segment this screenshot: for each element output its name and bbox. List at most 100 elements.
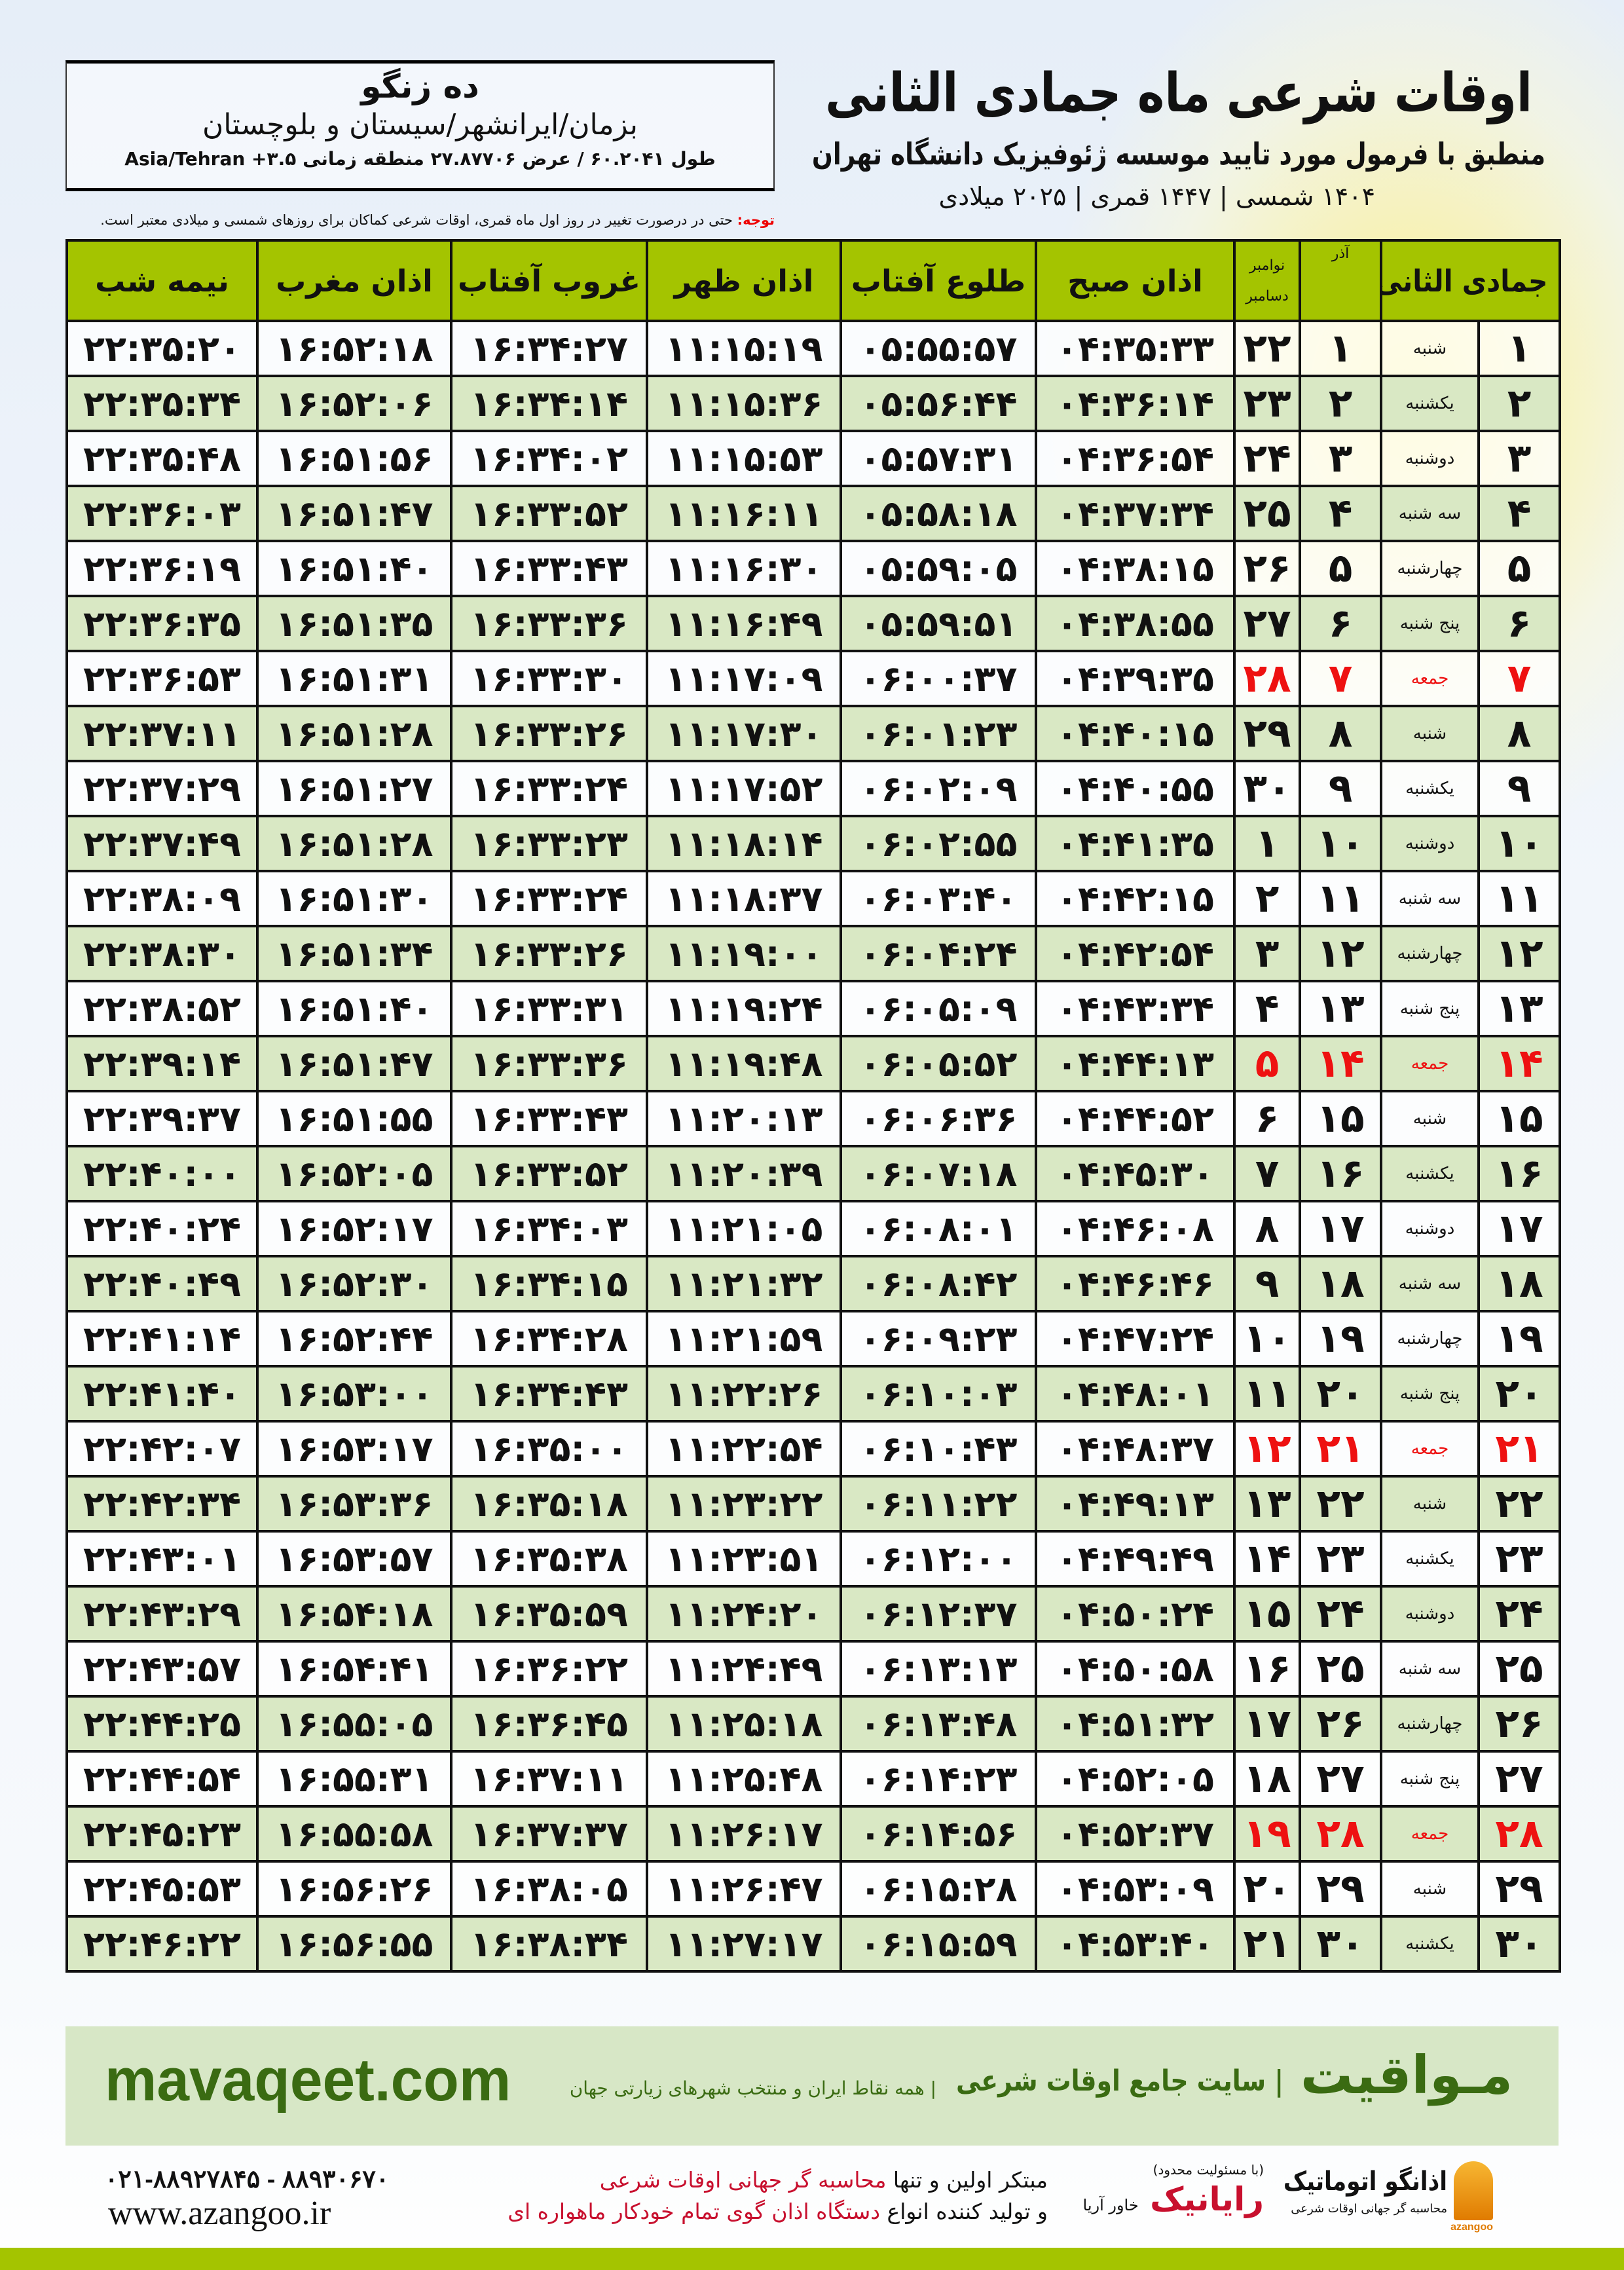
brand-logo-text: مـواقیت [1300, 2045, 1513, 2106]
cell-azar-day: ۱۲ [1299, 925, 1382, 982]
cell-zohr: ۱۱:۱۹:۰۰ [646, 925, 842, 982]
azangoo-url[interactable]: www.azangoo.ir [108, 2195, 331, 2232]
cell-gregorian-day: ۲۷ [1233, 595, 1301, 652]
cell-tolu: ۰۶:۰۷:۱۸ [840, 1145, 1037, 1202]
cell-maghreb: ۱۶:۵۱:۳۵ [256, 595, 452, 652]
cell-hijri-day: ۲۸ [1477, 1805, 1562, 1863]
cell-tolu: ۰۶:۱۳:۱۳ [840, 1640, 1037, 1698]
cell-hijri-day: ۲۳ [1477, 1530, 1562, 1588]
cell-hijri-day: ۳ [1477, 430, 1562, 487]
cell-nimeshab: ۲۲:۳۶:۱۹ [65, 540, 259, 597]
cell-nimeshab: ۲۲:۳۹:۳۷ [65, 1090, 259, 1147]
cell-weekday: شنبه [1379, 705, 1481, 762]
cell-nimeshab: ۲۲:۴۰:۲۴ [65, 1200, 259, 1257]
cell-hijri-day: ۱۵ [1477, 1090, 1562, 1147]
cell-ghorub: ۱۶:۳۷:۱۱ [450, 1750, 648, 1808]
cell-zohr: ۱۱:۲۴:۲۰ [646, 1585, 842, 1643]
cell-hijri-day: ۲ [1477, 375, 1562, 432]
table-row: ۲ یکشنبه ۲ ۲۳ ۰۴:۳۶:۱۴ ۰۵:۵۶:۴۴ ۱۱:۱۵:۳۶ ۱۶:۳۴:… [65, 375, 1562, 432]
cell-maghreb: ۱۶:۵۲:۰۶ [256, 375, 452, 432]
cell-tolu: ۰۶:۱۰:۴۳ [840, 1420, 1037, 1478]
province-path: بزمان/ایرانشهر/سیستان و بلوچستان [202, 108, 638, 141]
cell-tolu: ۰۶:۰۲:۵۵ [840, 815, 1037, 872]
azangoo-name: اذانگو اتوماتیک [1283, 2167, 1447, 2197]
cell-sobh: ۰۴:۵۲:۳۷ [1035, 1805, 1236, 1863]
cell-gregorian-day: ۱۸ [1233, 1750, 1301, 1808]
cell-maghreb: ۱۶:۵۳:۰۰ [256, 1365, 452, 1423]
table-row: ۲۳ یکشنبه ۲۳ ۱۴ ۰۴:۴۹:۴۹ ۰۶:۱۲:۰۰ ۱۱:۲۳:۵۱ ۱۶:۳… [65, 1530, 1562, 1588]
cell-sobh: ۰۴:۵۳:۰۹ [1035, 1860, 1236, 1918]
cell-zohr: ۱۱:۲۵:۴۸ [646, 1750, 842, 1808]
mavaqeet-banner[interactable]: mavaqeet.com مـواقیت | سایت جامع اوقات ش… [65, 2026, 1559, 2146]
cell-nimeshab: ۲۲:۳۷:۲۹ [65, 760, 259, 817]
cell-hijri-day: ۲۹ [1477, 1860, 1562, 1918]
phone-numbers: ۰۲۱-۸۸۹۲۷۸۴۵ - ۸۸۹۳۰۶۷۰ [105, 2166, 390, 2193]
cell-zohr: ۱۱:۱۶:۱۱ [646, 485, 842, 542]
cell-gregorian-day: ۵ [1233, 1035, 1301, 1092]
cell-zohr: ۱۱:۲۱:۳۲ [646, 1255, 842, 1312]
cell-maghreb: ۱۶:۵۱:۲۷ [256, 760, 452, 817]
cell-tolu: ۰۶:۰۰:۳۷ [840, 650, 1037, 707]
header-nimeshab: نیمه شب [65, 239, 259, 322]
cell-sobh: ۰۴:۵۱:۳۲ [1035, 1695, 1236, 1753]
table-row: ۲۰ پنج شنبه ۲۰ ۱۱ ۰۴:۴۸:۰۱ ۰۶:۱۰:۰۳ ۱۱:۲۲:۲۶ ۱۶… [65, 1365, 1562, 1423]
cell-azar-day: ۷ [1299, 650, 1382, 707]
cell-zohr: ۱۱:۱۵:۳۶ [646, 375, 842, 432]
cell-weekday: دوشنبه [1379, 430, 1481, 487]
cell-sobh: ۰۴:۴۰:۵۵ [1035, 760, 1236, 817]
header-gregorian-top: نوامبر [1249, 257, 1285, 274]
cell-maghreb: ۱۶:۵۶:۲۶ [256, 1860, 452, 1918]
cell-ghorub: ۱۶:۳۳:۳۱ [450, 980, 648, 1037]
table-row: ۱۲ چهارشنبه ۱۲ ۳ ۰۴:۴۲:۵۴ ۰۶:۰۴:۲۴ ۱۱:۱۹:۰۰ ۱۶:… [65, 925, 1562, 982]
cell-maghreb: ۱۶:۵۴:۴۱ [256, 1640, 452, 1698]
cell-weekday: یکشنبه [1379, 1530, 1481, 1588]
cell-weekday: جمعه [1379, 1035, 1481, 1092]
cell-ghorub: ۱۶:۳۵:۵۹ [450, 1585, 648, 1643]
cell-nimeshab: ۲۲:۴۵:۲۳ [65, 1805, 259, 1863]
cell-tolu: ۰۵:۵۷:۳۱ [840, 430, 1037, 487]
cell-maghreb: ۱۶:۵۶:۵۵ [256, 1915, 452, 1973]
rayanik-name: رایانیک [1150, 2180, 1264, 2218]
cell-weekday: پنج شنبه [1379, 980, 1481, 1037]
cell-nimeshab: ۲۲:۳۸:۵۲ [65, 980, 259, 1037]
cell-sobh: ۰۴:۳۶:۱۴ [1035, 375, 1236, 432]
cell-zohr: ۱۱:۱۷:۰۹ [646, 650, 842, 707]
cell-weekday: جمعه [1379, 1420, 1481, 1478]
cell-hijri-day: ۱۹ [1477, 1310, 1562, 1368]
table-row: ۲۷ پنج شنبه ۲۷ ۱۸ ۰۴:۵۲:۰۵ ۰۶:۱۴:۲۳ ۱۱:۲۵:۴۸ ۱۶… [65, 1750, 1562, 1808]
year-line: ۱۴۰۴ شمسی | ۱۴۴۷ قمری | ۲۰۲۵ میلادی [938, 182, 1375, 211]
cell-maghreb: ۱۶:۵۳:۳۶ [256, 1475, 452, 1533]
cell-gregorian-day: ۲ [1233, 870, 1301, 927]
cell-tolu: ۰۵:۵۶:۴۴ [840, 375, 1037, 432]
cell-azar-day: ۱۶ [1299, 1145, 1382, 1202]
table-row: ۱۱ سه شنبه ۱۱ ۲ ۰۴:۴۲:۱۵ ۰۶:۰۳:۴۰ ۱۱:۱۸:۳۷ ۱۶:۳… [65, 870, 1562, 927]
cell-sobh: ۰۴:۳۷:۳۴ [1035, 485, 1236, 542]
cell-weekday: جمعه [1379, 650, 1481, 707]
table-row: ۱۷ دوشنبه ۱۷ ۸ ۰۴:۴۶:۰۸ ۰۶:۰۸:۰۱ ۱۱:۲۱:۰۵ ۱۶:۳۴… [65, 1200, 1562, 1257]
cell-tolu: ۰۶:۱۴:۲۳ [840, 1750, 1037, 1808]
cell-azar-day: ۱ [1299, 320, 1382, 377]
cell-weekday: پنج شنبه [1379, 1750, 1481, 1808]
cell-tolu: ۰۵:۵۸:۱۸ [840, 485, 1037, 542]
cell-gregorian-day: ۶ [1233, 1090, 1301, 1147]
promo-2b: دستگاه اذان گوی تمام خودکار ماهواره ای [507, 2199, 881, 2224]
cell-sobh: ۰۴:۴۶:۰۸ [1035, 1200, 1236, 1257]
cell-sobh: ۰۴:۴۸:۰۱ [1035, 1365, 1236, 1423]
location-box: ده زنگو بزمان/ایرانشهر/سیستان و بلوچستان… [65, 60, 775, 191]
cell-nimeshab: ۲۲:۴۱:۱۴ [65, 1310, 259, 1368]
table-row: ۲۹ شنبه ۲۹ ۲۰ ۰۴:۵۳:۰۹ ۰۶:۱۵:۲۸ ۱۱:۲۶:۴۷ ۱۶:۳۸:… [65, 1860, 1562, 1918]
cell-ghorub: ۱۶:۳۴:۲۷ [450, 320, 648, 377]
cell-zohr: ۱۱:۱۶:۳۰ [646, 540, 842, 597]
cell-gregorian-day: ۱۵ [1233, 1585, 1301, 1643]
site-url[interactable]: mavaqeet.com [105, 2047, 511, 2113]
cell-maghreb: ۱۶:۵۱:۳۴ [256, 925, 452, 982]
cell-ghorub: ۱۶:۳۳:۲۴ [450, 870, 648, 927]
cell-nimeshab: ۲۲:۴۵:۵۳ [65, 1860, 259, 1918]
cell-ghorub: ۱۶:۳۳:۲۴ [450, 760, 648, 817]
cell-hijri-day: ۱۳ [1477, 980, 1562, 1037]
table-row: ۴ سه شنبه ۴ ۲۵ ۰۴:۳۷:۳۴ ۰۵:۵۸:۱۸ ۱۱:۱۶:۱۱ ۱۶:۳۳… [65, 485, 1562, 542]
cell-weekday: چهارشنبه [1379, 1310, 1481, 1368]
cell-azar-day: ۲۷ [1299, 1750, 1382, 1808]
cell-sobh: ۰۴:۴۴:۱۳ [1035, 1035, 1236, 1092]
cell-weekday: شنبه [1379, 1475, 1481, 1533]
